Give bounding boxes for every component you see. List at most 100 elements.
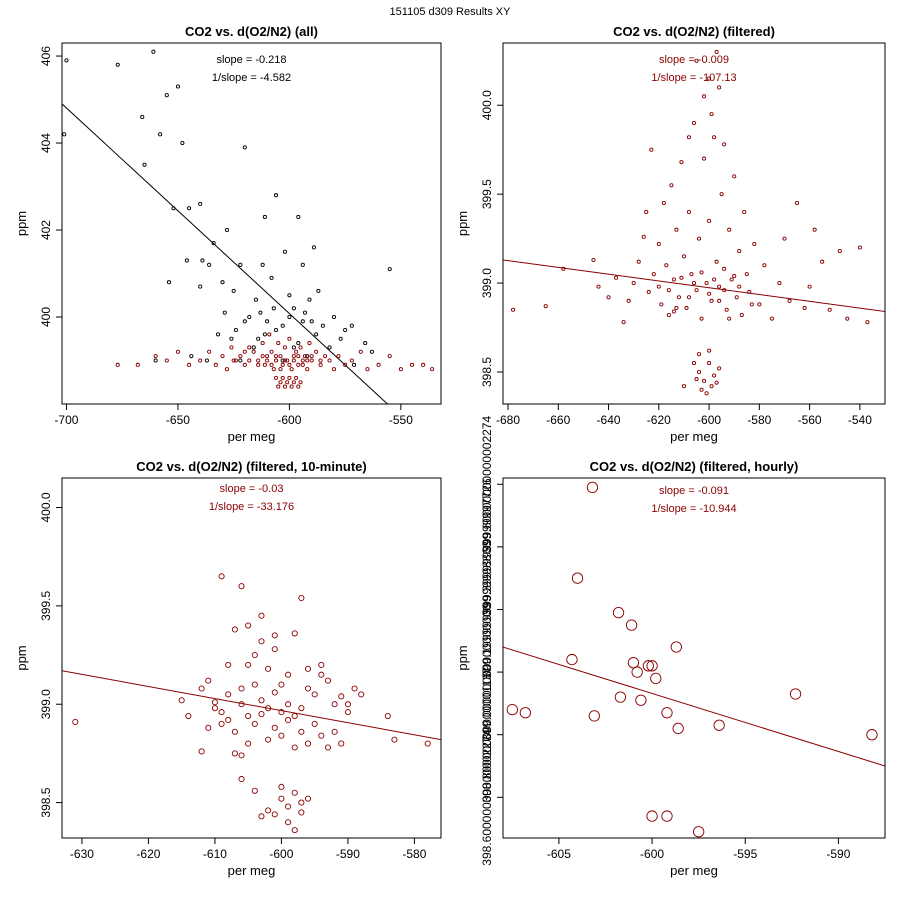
data-point: [253, 297, 259, 302]
data-point: [271, 724, 278, 731]
data-point: [696, 352, 702, 357]
data-point: [247, 345, 252, 350]
data-point: [278, 795, 285, 802]
data-point: [694, 377, 699, 382]
data-point: [291, 358, 296, 363]
data-point: [430, 367, 435, 372]
data-point: [702, 94, 707, 99]
data-point: [233, 328, 238, 333]
y-tick-label: 400.0: [39, 492, 53, 522]
data-point: [358, 349, 363, 354]
slope-annotation: slope = -0.009: [659, 54, 729, 66]
data-point: [696, 236, 702, 241]
panel-3: CO2 vs. d(O2/N2) (filtered, 10-minute) sl…: [14, 459, 442, 878]
x-tick-label: -580: [402, 847, 426, 861]
data-point: [714, 259, 719, 264]
data-point: [391, 736, 398, 743]
data-point: [719, 192, 724, 197]
data-point: [671, 309, 676, 314]
data-point: [684, 305, 689, 311]
data-point: [178, 697, 185, 704]
data-point: [273, 328, 279, 333]
x-tick-label: -560: [798, 413, 822, 427]
data-point: [289, 367, 294, 372]
y-tick-label: 404: [39, 133, 53, 153]
data-point: [251, 651, 258, 659]
data-point: [260, 341, 265, 346]
data-point: [352, 362, 357, 367]
data-point: [625, 619, 638, 631]
data-point: [238, 262, 243, 267]
data-point: [752, 241, 757, 247]
data-point: [631, 666, 643, 678]
data-point: [153, 354, 158, 359]
data-point: [314, 332, 319, 337]
data-point: [115, 62, 120, 67]
data-point: [338, 336, 343, 341]
data-point: [679, 275, 684, 280]
data-point: [717, 366, 722, 371]
data-point: [278, 681, 285, 688]
data-point: [343, 362, 348, 367]
data-point: [285, 358, 290, 363]
data-point: [229, 345, 234, 350]
data-point: [659, 302, 664, 307]
slope-annotation: slope = -0.091: [659, 485, 729, 497]
data-point: [737, 249, 742, 254]
data-point: [737, 284, 742, 289]
data-point: [245, 661, 252, 668]
data-point: [135, 362, 140, 367]
data-point: [702, 378, 707, 383]
x-tick-label: -700: [54, 413, 78, 427]
data-point: [717, 284, 722, 289]
x-tick-label: -650: [166, 413, 190, 427]
y-tick-label: 399.5: [39, 591, 53, 621]
data-point: [331, 728, 338, 735]
data-point: [646, 660, 658, 672]
data-point: [318, 732, 325, 739]
data-point: [298, 728, 305, 735]
data-point: [265, 319, 270, 324]
data-point: [242, 362, 247, 367]
data-point: [258, 697, 265, 704]
data-point: [561, 266, 566, 271]
data-point: [216, 332, 221, 337]
data-point: [358, 691, 365, 698]
x-tick-label: -595: [733, 847, 757, 861]
data-point: [115, 362, 120, 367]
data-point: [641, 234, 646, 239]
data-point: [298, 345, 303, 350]
data-point: [280, 323, 285, 328]
data-point: [278, 783, 285, 790]
x-tick-label: -540: [848, 413, 872, 427]
panel-title: CO2 vs. d(O2/N2) (filtered, 10-minute): [136, 459, 366, 474]
data-point: [285, 701, 292, 708]
data-point: [296, 362, 301, 367]
y-tick-label: 399.00000000000000000: [480, 603, 494, 740]
series-1: [62, 49, 392, 367]
data-point: [256, 358, 261, 363]
data-point: [271, 306, 276, 311]
data-point: [704, 391, 709, 396]
data-point: [287, 375, 292, 380]
data-point: [686, 209, 692, 214]
data-point: [245, 740, 252, 747]
data-point: [699, 270, 704, 275]
data-point: [238, 752, 245, 759]
data-point: [674, 305, 679, 311]
panels: CO2 vs. d(O2/N2) (all) slope = -0.218 1/sl…: [14, 24, 886, 878]
data-point: [175, 84, 180, 89]
data-point: [220, 280, 225, 285]
data-point: [646, 810, 658, 822]
y-tick-label: 399.5: [480, 179, 494, 209]
data-point: [304, 685, 312, 692]
data-point: [398, 367, 403, 372]
data-point: [262, 332, 267, 337]
data-point: [238, 583, 245, 590]
data-point: [198, 748, 205, 755]
data-point: [749, 302, 754, 307]
data-point: [231, 728, 238, 735]
data-point: [661, 810, 673, 822]
x-tick-label: -600: [697, 413, 721, 427]
data-point: [724, 307, 729, 312]
